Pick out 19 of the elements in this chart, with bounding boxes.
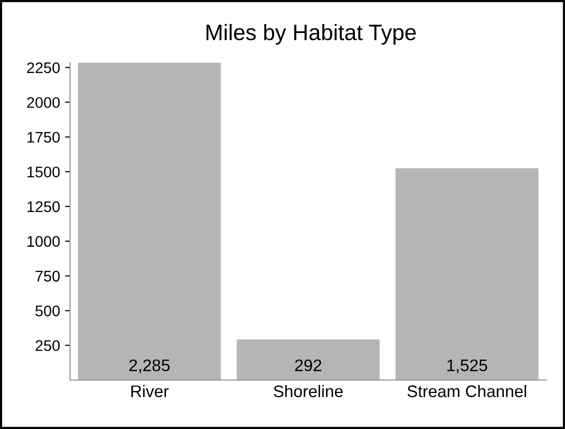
data-label: 292 bbox=[295, 359, 322, 372]
bar bbox=[78, 62, 221, 380]
data-label: 1,525 bbox=[447, 359, 488, 374]
y-tick-label: 2000 bbox=[27, 97, 60, 108]
chart-title: Miles by Habitat Type bbox=[206, 24, 416, 45]
y-tick-label: 1000 bbox=[28, 236, 60, 247]
y-tick-label: 1250 bbox=[28, 201, 60, 212]
y-tick-label: 1500 bbox=[28, 166, 60, 178]
y-tick-label: 2250 bbox=[27, 62, 60, 74]
bar bbox=[236, 340, 380, 380]
y-tick-label: 750 bbox=[36, 270, 60, 282]
x-tick-label: River bbox=[131, 384, 169, 398]
x-tick-label: Stream Channel bbox=[408, 384, 526, 398]
x-tick-label: Shoreline bbox=[274, 384, 343, 398]
y-tick-label: 500 bbox=[35, 305, 60, 316]
data-label: 2,285 bbox=[129, 359, 170, 374]
y-tick-label: 1750 bbox=[28, 132, 60, 143]
bar bbox=[396, 168, 538, 380]
y-tick-label: 250 bbox=[36, 340, 60, 352]
